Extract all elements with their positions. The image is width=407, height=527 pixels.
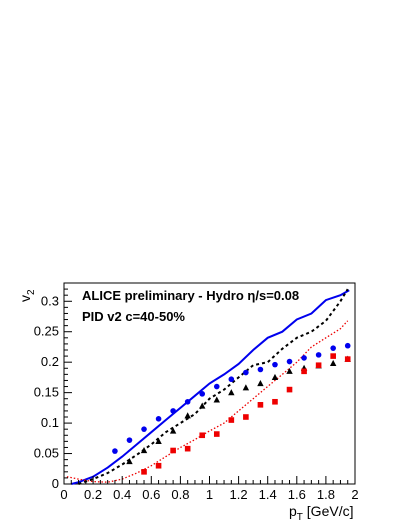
eta-symbol: η [247, 288, 255, 303]
square-point [199, 432, 206, 439]
y-axis-title: v2 [17, 289, 37, 302]
circle-point [257, 366, 264, 373]
x-tick-label: 1.6 [288, 487, 306, 502]
circle-point [170, 408, 176, 414]
x-tick-label: 1 [206, 487, 213, 502]
square-point [286, 386, 293, 393]
y-tick-label: 0.2 [41, 354, 59, 369]
annotation-line-1: ALICE preliminary - Hydro η/s=0.08 [82, 288, 299, 303]
square-point [228, 417, 235, 423]
square-point [344, 356, 351, 362]
circle-point [228, 376, 235, 383]
square-point [272, 398, 278, 405]
x-tick-label: 0.2 [84, 487, 102, 502]
square-point [184, 445, 191, 452]
square-point [213, 431, 220, 437]
x-tick-label: 0.8 [171, 487, 189, 502]
y-tick-label: 0.1 [41, 415, 59, 430]
triangle-point [155, 437, 162, 444]
triangle-point [271, 373, 279, 381]
circle-point [286, 358, 293, 365]
x-tick-label: 0 [60, 487, 67, 502]
triangle-point [140, 447, 148, 454]
hydro-curves [66, 288, 350, 485]
x-axis-title: pT [GeV/c] [289, 503, 353, 523]
x-axis-ticks [63, 476, 356, 484]
square-point [330, 353, 336, 359]
solid-curve [71, 289, 350, 485]
circle-point [243, 369, 249, 376]
circle-point [155, 416, 162, 422]
circle-point [141, 426, 147, 432]
square-point [257, 402, 264, 408]
triangle-point [184, 412, 191, 419]
y-axis-ticks [64, 288, 72, 485]
annotation-line-2: PID v2 c=40-50% [82, 309, 185, 324]
triangle-point [242, 384, 250, 391]
dashed-curve [78, 288, 349, 485]
circle-point [344, 342, 351, 349]
triangle-point [228, 389, 235, 396]
square-point [243, 414, 249, 420]
x-tick-label: 0.4 [113, 487, 131, 502]
x-tick-label: 2 [351, 487, 358, 502]
triangle-point [286, 367, 293, 374]
circle-point [199, 391, 206, 397]
square-point [315, 362, 322, 369]
circle-point [184, 398, 191, 405]
triangle-point [199, 402, 206, 409]
x-tick-label: 1.2 [230, 487, 248, 502]
triangle-point [329, 359, 337, 366]
x-tick-label: 1.4 [259, 487, 277, 502]
square-point [170, 447, 176, 454]
x-tick-label: 0.6 [142, 487, 160, 502]
y-tick-label: 0.15 [34, 385, 59, 400]
triangle-point [257, 380, 264, 387]
square-point [301, 368, 307, 375]
triangle-point [213, 396, 220, 403]
y-tick-labels: 0 0.05 0.1 0.15 0.2 0.25 0.3 [34, 293, 59, 491]
y-tick-label: 0.3 [41, 293, 59, 308]
square-point [141, 469, 147, 475]
circle-point [112, 448, 118, 454]
circle-point [213, 383, 220, 390]
triangle-point [169, 427, 177, 434]
x-tick-label: 1.8 [317, 487, 335, 502]
y-tick-label: 0.05 [34, 446, 59, 461]
y-tick-label: 0 [52, 476, 59, 491]
x-tick-labels: 0 0.2 0.4 0.6 0.8 1 1.2 1.4 1.6 1.8 2 [60, 487, 358, 502]
circle-point [126, 437, 133, 443]
triangle-point [126, 457, 133, 465]
circle-point [272, 361, 278, 368]
dotted-curve [66, 320, 349, 483]
circle-point [330, 345, 336, 351]
circle-point [301, 355, 307, 361]
y-tick-label: 0.25 [34, 324, 59, 339]
data-points [112, 342, 351, 475]
square-point [155, 462, 162, 469]
circle-point [315, 352, 322, 358]
